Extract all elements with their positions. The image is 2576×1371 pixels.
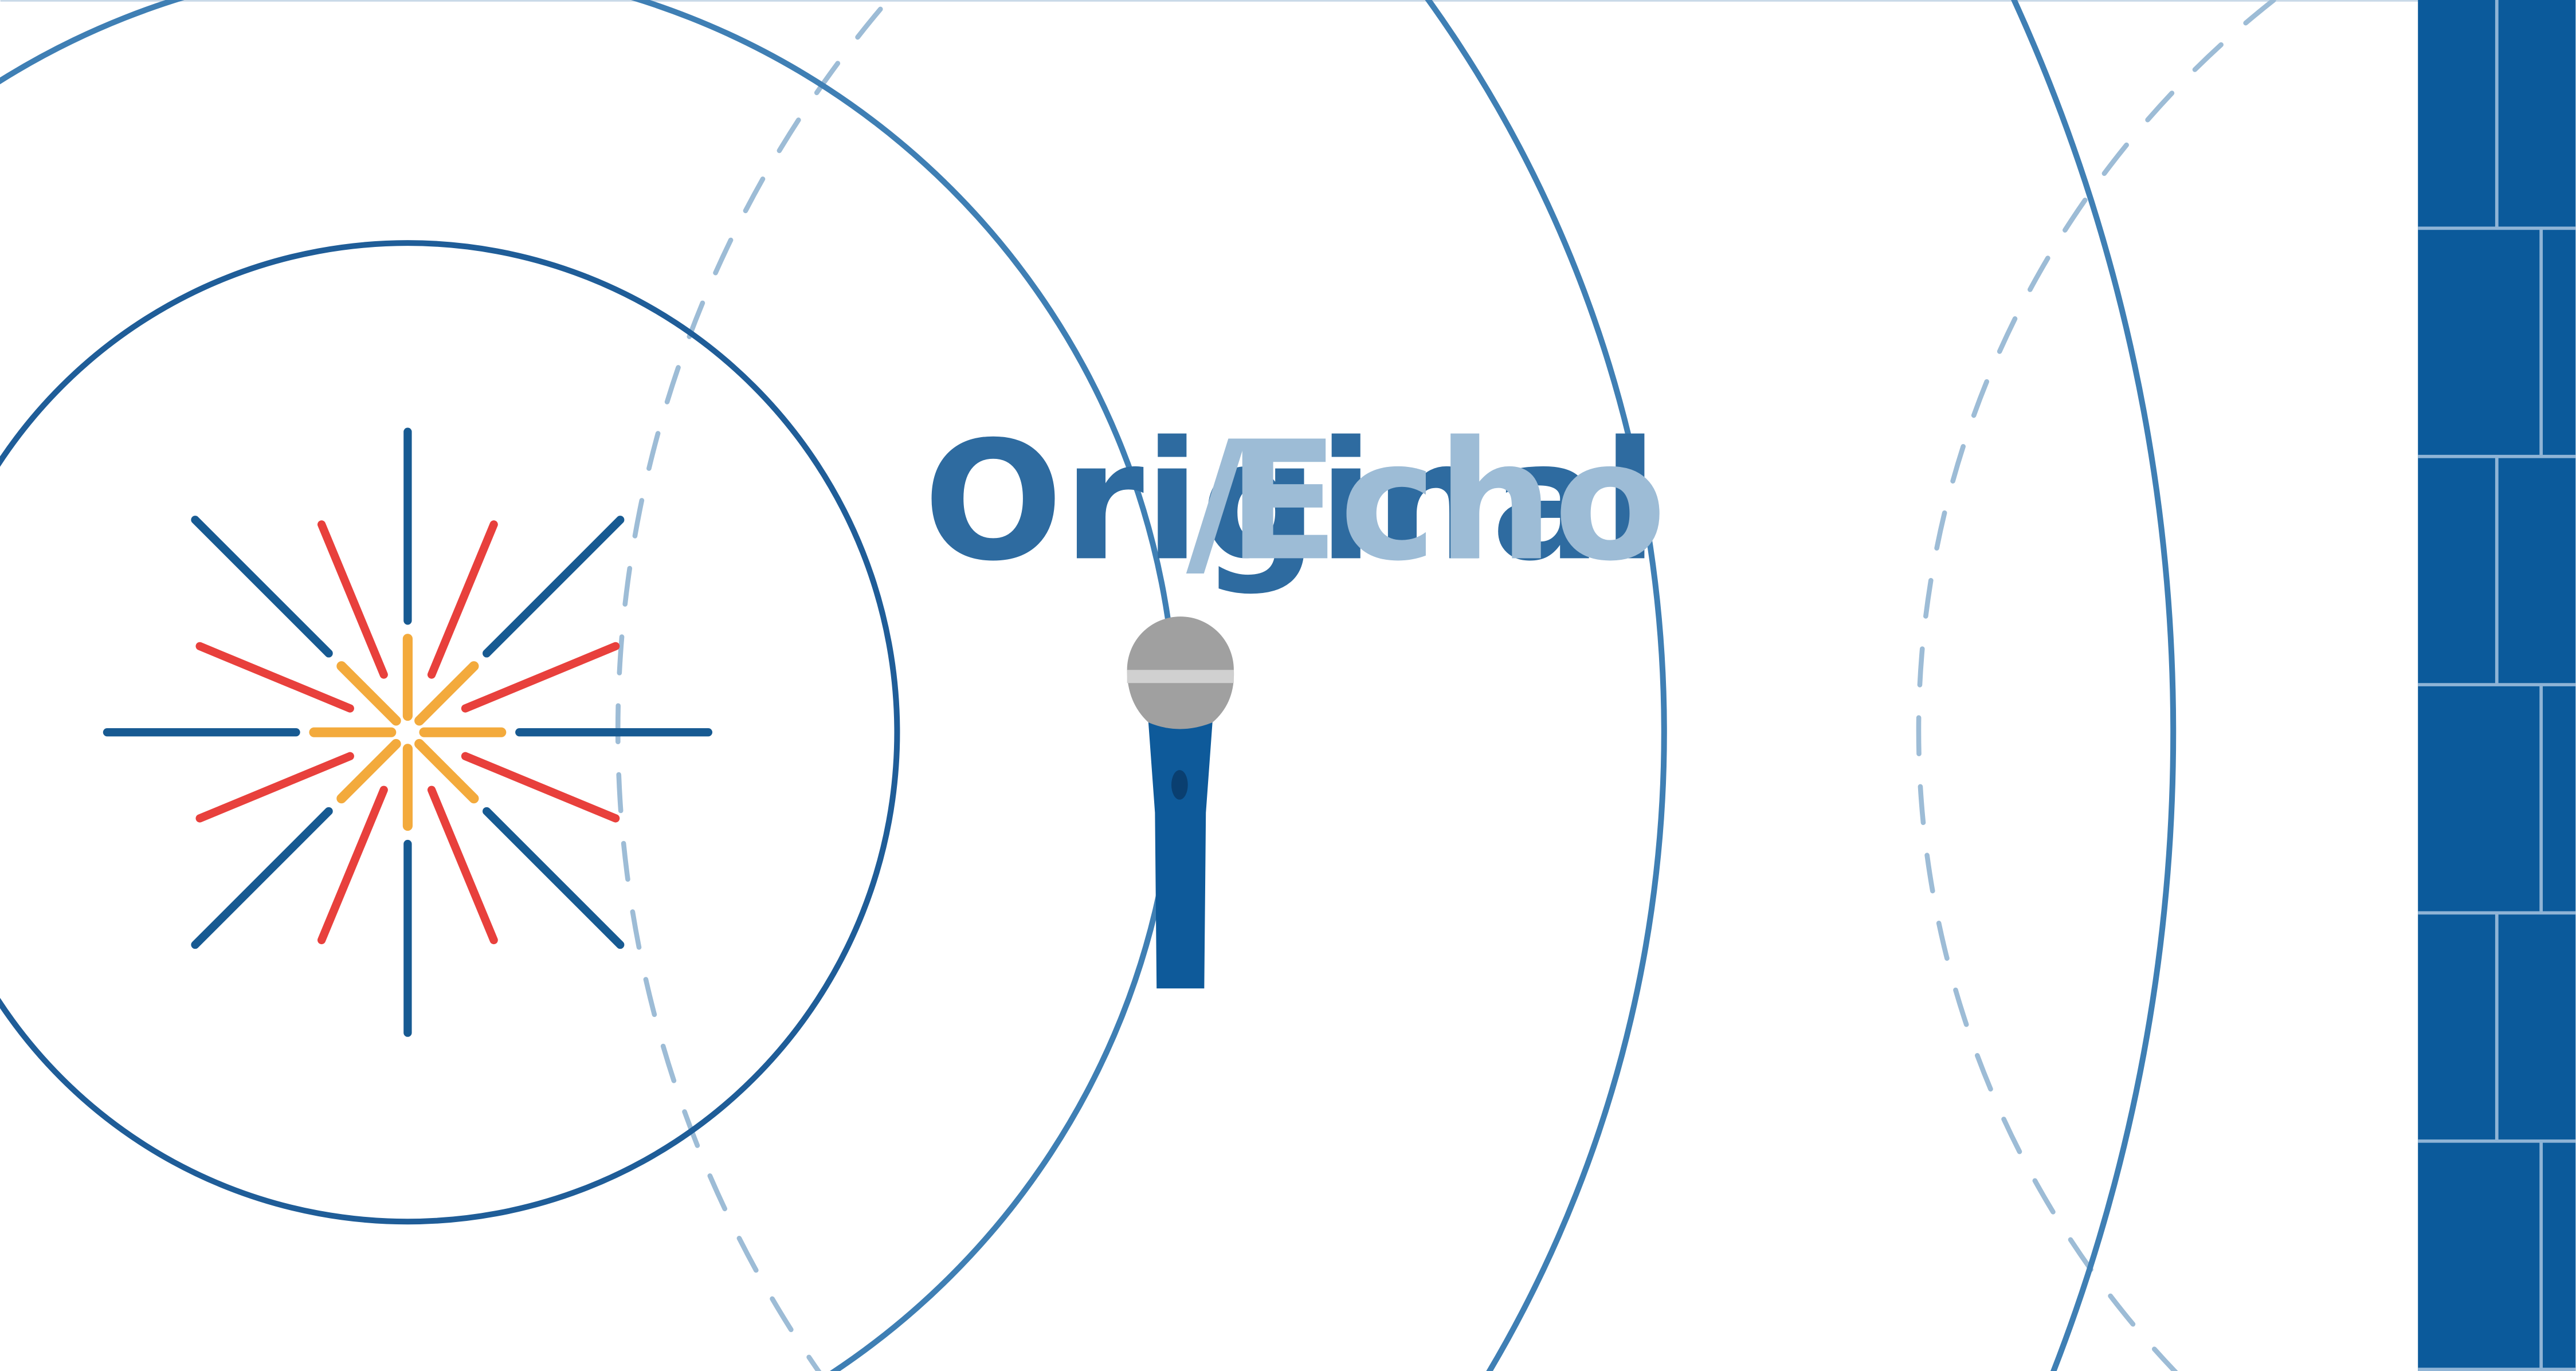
burst-ray-inner bbox=[414, 738, 479, 804]
burst-ray-mid bbox=[427, 785, 498, 945]
microphone-icon bbox=[1127, 616, 1234, 989]
label-echo: Echo bbox=[1227, 406, 1667, 597]
echo-wave-2 bbox=[1916, 0, 2278, 1371]
burst-ray-outer bbox=[483, 516, 625, 658]
label-original: Original bbox=[923, 406, 1658, 597]
original-wave-1 bbox=[0, 240, 900, 1224]
original-wave-3 bbox=[1424, 0, 1667, 1371]
burst-ray-mid bbox=[317, 785, 388, 945]
microphone-band bbox=[1127, 670, 1234, 683]
burst-ray-mid bbox=[317, 520, 388, 679]
wall-mortar bbox=[2418, 0, 2576, 1371]
original-waves bbox=[0, 0, 2176, 1371]
burst-ray-outer bbox=[191, 516, 333, 658]
burst-ray-inner bbox=[336, 661, 401, 726]
burst-ray-outer bbox=[483, 807, 625, 949]
burst-ray-inner bbox=[414, 661, 479, 726]
burst-ray-mid bbox=[461, 642, 620, 713]
burst-ray-inner bbox=[336, 738, 401, 804]
brick-wall-icon bbox=[2418, 0, 2576, 1371]
burst-ray-mid bbox=[195, 752, 354, 823]
microphone-handle bbox=[1148, 722, 1213, 989]
microphone-button bbox=[1171, 770, 1188, 800]
echo-wave-1 bbox=[615, 0, 892, 1371]
burst-ray-mid bbox=[427, 520, 498, 679]
echo-waves bbox=[615, 0, 2278, 1371]
sound-burst-icon bbox=[103, 427, 713, 1037]
label-separator: / bbox=[1186, 406, 1248, 597]
original-wave-4 bbox=[2010, 0, 2176, 1371]
burst-ray-outer bbox=[191, 807, 333, 949]
burst-ray-mid bbox=[195, 642, 354, 713]
burst-ray-mid bbox=[461, 752, 620, 823]
